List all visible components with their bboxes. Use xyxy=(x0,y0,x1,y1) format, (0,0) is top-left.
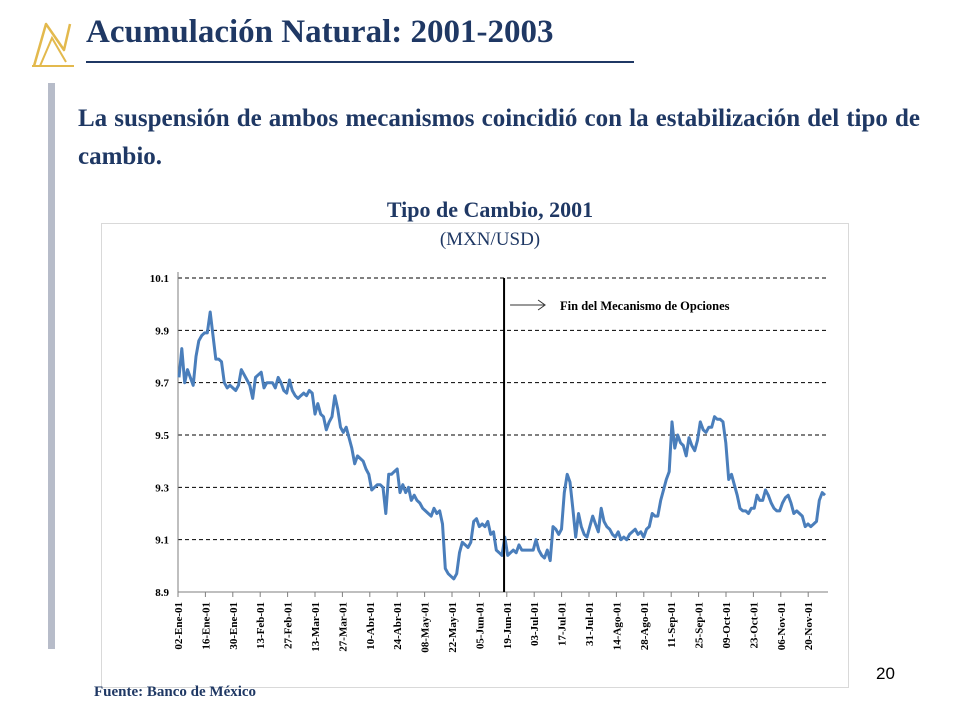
page-number: 20 xyxy=(876,664,895,683)
x-tick-label: 19-Jun-01 xyxy=(502,602,514,649)
chart-frame xyxy=(101,223,849,688)
x-tick-label: 06-Nov-01 xyxy=(776,602,788,650)
x-tick-label: 31-Jul-01 xyxy=(584,602,596,646)
x-tick-label: 13-Mar-01 xyxy=(310,602,322,652)
chart-subtitle: (MXN/USD) xyxy=(439,229,541,250)
annotation-arrow-head xyxy=(537,299,546,311)
logo-mark xyxy=(32,22,72,67)
x-tick-label: 02-Ene-01 xyxy=(173,602,185,650)
y-tick-label: 8.9 xyxy=(155,587,169,599)
y-tick-label: 9.7 xyxy=(155,378,169,390)
slide-title: Acumulación Natural: 2001-2003 xyxy=(86,14,554,50)
chart-title: Tipo de Cambio, 2001 xyxy=(386,197,594,222)
x-tick-label: 27-Feb-01 xyxy=(283,602,295,649)
x-tick-label: 24-Abr-01 xyxy=(392,602,404,650)
x-tick-label: 10-Abr-01 xyxy=(365,602,377,650)
x-tick-label: 22-May-01 xyxy=(447,602,459,653)
title-underline xyxy=(86,61,634,63)
banxico-logo xyxy=(32,22,74,67)
x-tick-label: 14-Ago-01 xyxy=(611,602,623,650)
y-tick-label: 9.5 xyxy=(155,430,169,442)
y-tick-label: 9.9 xyxy=(155,325,169,337)
left-accent-bar xyxy=(48,83,55,649)
x-tick-label: 09-Oct-01 xyxy=(721,602,733,648)
x-tick-label: 05-Jun-01 xyxy=(474,602,486,649)
x-tick-label: 25-Sep-01 xyxy=(694,602,706,648)
x-tick-label: 16-Ene-01 xyxy=(200,602,212,650)
x-tick-label: 17-Jul-01 xyxy=(557,602,569,646)
x-tick-label: 03-Jul-01 xyxy=(529,602,541,646)
logo-mark-inner xyxy=(39,35,67,67)
x-tick-label: 20-Nov-01 xyxy=(803,602,815,650)
exchange-rate-line xyxy=(177,310,827,581)
x-tick-label: 27-Mar-01 xyxy=(337,602,349,652)
y-tick-label: 9.3 xyxy=(155,482,169,494)
y-tick-label: 9.1 xyxy=(155,535,169,547)
x-tick-label: 23-Oct-01 xyxy=(748,602,760,648)
x-tick-label: 30-Ene-01 xyxy=(228,602,240,650)
annotation-label: Fin del Mecanismo de Opciones xyxy=(560,299,730,313)
x-tick-label: 08-May-01 xyxy=(420,602,432,653)
slide-subtitle: La suspensión de ambos mecanismos coinci… xyxy=(78,105,920,170)
x-tick-label: 13-Feb-01 xyxy=(255,602,267,649)
x-tick-label: 11-Sep-01 xyxy=(666,602,678,648)
source-note: Fuente: Banco de México xyxy=(94,684,257,700)
x-tick-label: 28-Ago-01 xyxy=(639,602,651,650)
y-tick-label: 10.1 xyxy=(150,273,169,285)
